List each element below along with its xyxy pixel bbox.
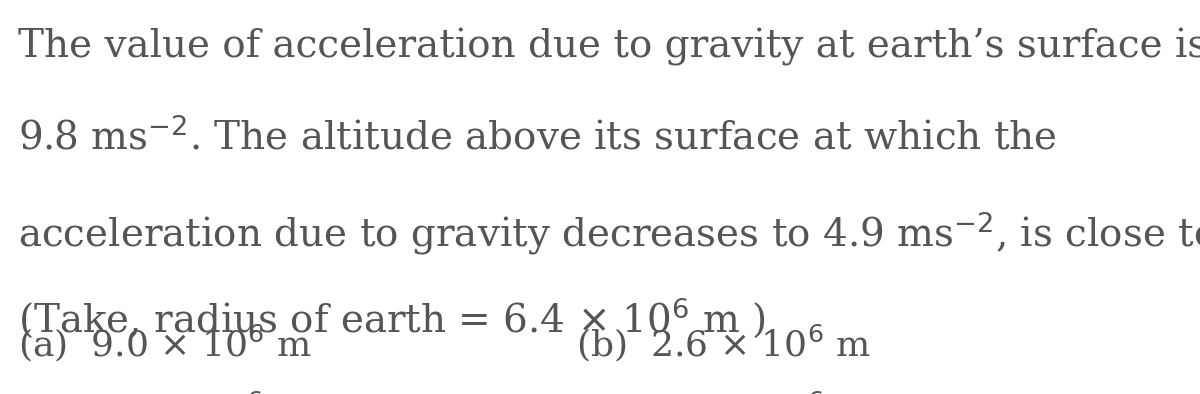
- Text: (c)  6.4 $\times$ 10$^{6}$ m: (c) 6.4 $\times$ 10$^{6}$ m: [18, 390, 311, 394]
- Text: (b)  2.6 $\times$ 10$^{6}$ m: (b) 2.6 $\times$ 10$^{6}$ m: [576, 323, 871, 364]
- Text: 9.8 ms$^{-2}$. The altitude above its surface at which the: 9.8 ms$^{-2}$. The altitude above its su…: [18, 118, 1057, 158]
- Text: The value of acceleration due to gravity at earth’s surface is: The value of acceleration due to gravity…: [18, 28, 1200, 65]
- Text: acceleration due to gravity decreases to 4.9 ms$^{-2}$, is close to: acceleration due to gravity decreases to…: [18, 209, 1200, 256]
- Text: (d)  1.6 $\times$ 10$^{6}$ m: (d) 1.6 $\times$ 10$^{6}$ m: [576, 390, 871, 394]
- Text: (Take, radius of earth = 6.4 $\times$ 10$^{6}$ m ): (Take, radius of earth = 6.4 $\times$ 10…: [18, 296, 766, 340]
- Text: (a)  9.0 $\times$ 10$^{6}$ m: (a) 9.0 $\times$ 10$^{6}$ m: [18, 323, 312, 364]
